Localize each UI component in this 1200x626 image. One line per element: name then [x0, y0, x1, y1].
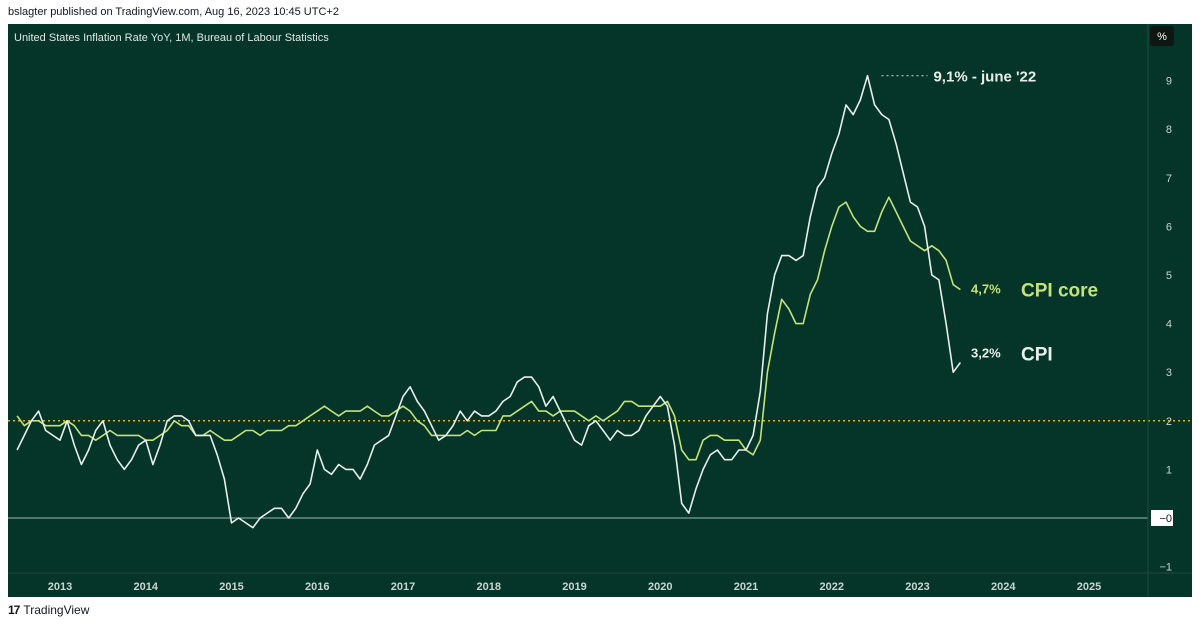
y-tick-label: −0 — [1159, 513, 1172, 525]
chart-panel: −1 −0 1 2 3 4 5 6 7 8 9 2013 2014 2015 2016 2017 2018 201… — [8, 24, 1192, 597]
x-tick-label: 2020 — [648, 581, 672, 593]
y-tick-label: −1 — [1159, 562, 1172, 574]
x-tick-label: 2015 — [219, 581, 243, 593]
footer: 17 TradingView — [8, 603, 89, 617]
unit-box[interactable] — [1150, 26, 1174, 46]
x-tick-label: 2017 — [391, 581, 415, 593]
y-tick-label: 9 — [1166, 76, 1172, 88]
x-tick-label: 2021 — [734, 581, 758, 593]
x-tick-label: 2014 — [134, 581, 159, 593]
x-tick-label: 2025 — [1077, 581, 1101, 593]
x-tick-label: 2016 — [305, 581, 329, 593]
cpi-line[interactable] — [16, 74, 962, 529]
tradingview-logo[interactable]: 17 — [8, 603, 20, 617]
cpi-series-label: CPI — [1021, 344, 1053, 365]
y-tick-label: 2 — [1166, 416, 1172, 428]
x-tick-label: 2013 — [48, 581, 72, 593]
x-tick-label: 2022 — [820, 581, 844, 593]
publisher-caption: bslagter published on TradingView.com, A… — [8, 6, 339, 18]
cpi-core-line[interactable] — [16, 196, 961, 461]
y-tick-label: 8 — [1166, 124, 1172, 136]
y-tick-label: 1 — [1166, 464, 1172, 476]
unit-label: % — [1157, 31, 1167, 43]
footer-brand[interactable]: TradingView — [23, 603, 90, 617]
y-tick-label: 4 — [1166, 319, 1172, 331]
x-tick-label: 2019 — [562, 581, 586, 593]
core-value-label: 4,7% — [971, 282, 1001, 297]
zero-price-tag — [1151, 510, 1173, 526]
x-tick-label: 2018 — [477, 581, 501, 593]
y-tick-label: 5 — [1166, 270, 1172, 282]
y-tick-label: 7 — [1166, 173, 1172, 185]
cpi-value-label: 3,2% — [971, 345, 1001, 360]
y-tick-label: 3 — [1166, 367, 1172, 379]
x-tick-label: 2024 — [991, 581, 1016, 593]
peak-annotation: 9,1% - june '22 — [933, 69, 1036, 86]
core-series-label: CPI core — [1021, 281, 1098, 302]
y-tick-label: 6 — [1166, 221, 1172, 233]
x-tick-label: 2023 — [905, 581, 929, 593]
inflation-chart: −1 −0 1 2 3 4 5 6 7 8 9 2013 2014 2015 2016 2017 2018 201… — [8, 24, 1192, 597]
chart-title: United States Inflation Rate YoY, 1M, Bu… — [14, 32, 329, 44]
